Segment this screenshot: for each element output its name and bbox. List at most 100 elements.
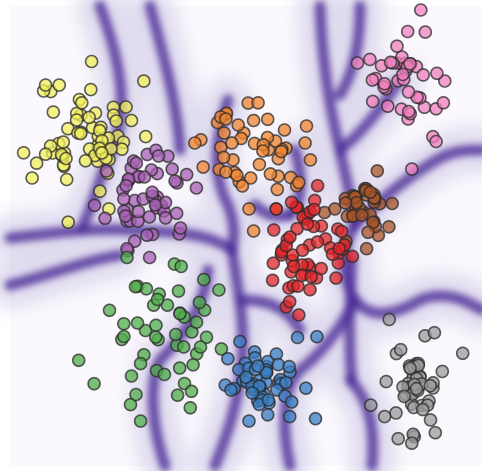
point-series-2-36 [216,150,231,165]
point-series-3-10 [365,94,380,109]
point-series-2-18 [277,123,292,137]
point-series-1-46 [145,185,159,200]
point-series-0-18 [46,105,61,119]
point-series-1-42 [140,228,154,242]
point-series-6-45 [120,250,134,265]
point-series-7-11 [290,330,305,345]
point-series-0-61 [93,184,107,198]
point-series-7-52 [242,414,256,428]
data-points [16,3,470,451]
point-series-2-25 [274,144,289,159]
point-series-7-47 [284,395,299,409]
point-series-0-45 [138,129,153,144]
point-series-5-49 [332,241,347,256]
point-series-0-37 [73,126,88,141]
point-series-0-53 [95,146,109,160]
point-series-5-19 [265,273,280,288]
point-series-3-21 [416,68,431,82]
point-series-5-39 [334,224,349,239]
point-series-2-20 [196,160,210,174]
point-series-7-48 [282,359,296,374]
point-series-2-39 [260,112,275,127]
point-series-6-13 [160,298,175,313]
point-series-7-37 [221,351,235,366]
point-series-0-15 [119,100,133,114]
point-series-1-33 [158,211,173,225]
point-series-6-9 [189,315,204,330]
point-series-8-47 [404,436,419,451]
boundary-line-14 [236,294,306,336]
point-series-5-52 [304,269,319,284]
point-series-0-43 [29,156,44,170]
point-series-8-24 [435,364,450,379]
point-series-1-21 [142,210,157,224]
point-series-6-41 [170,388,185,403]
point-series-2-33 [263,167,278,181]
point-series-8-29 [423,413,438,427]
point-series-5-54 [286,259,301,274]
point-series-3-35 [401,104,416,119]
point-series-7-49 [245,386,259,400]
point-series-5-24 [266,256,281,271]
point-series-4-26 [370,164,385,178]
point-series-7-24 [279,375,293,390]
point-series-3-39 [400,24,415,39]
point-series-8-31 [363,398,378,413]
point-series-8-45 [382,312,397,327]
point-series-2-43 [235,179,250,193]
point-series-6-33 [186,357,200,372]
point-series-2-40 [188,136,202,150]
point-series-6-37 [157,367,172,382]
point-series-2-46 [246,113,261,128]
point-series-5-55 [269,202,284,216]
point-series-2-12 [219,112,233,126]
point-series-5-17 [345,249,360,264]
boundary-line-16 [334,74,406,156]
point-series-5-43 [314,261,329,276]
point-series-8-40 [397,389,412,404]
point-series-4-33 [354,208,369,222]
point-series-6-29 [150,292,165,307]
point-series-6-30 [128,279,143,294]
point-series-2-50 [246,224,261,238]
point-series-2-30 [225,136,239,150]
point-series-6-22 [214,342,229,356]
point-series-1-10 [98,211,112,226]
point-series-4-31 [363,185,378,199]
point-series-8-35 [393,342,408,357]
point-series-0-17 [59,172,74,187]
point-series-1-41 [173,221,188,235]
point-series-3-2 [430,66,444,81]
point-series-6-15 [199,330,214,345]
boundary-line-3 [4,249,126,291]
point-series-6-43 [168,327,183,342]
point-series-6-28 [149,318,163,333]
point-series-3-43 [436,96,451,110]
point-series-8-38 [415,402,430,417]
point-series-7-53 [224,383,238,397]
point-series-1-47 [119,178,133,193]
point-series-6-25 [123,397,138,412]
point-series-2-34 [270,182,285,197]
point-series-7-51 [282,409,297,424]
point-series-6-38 [87,376,101,391]
point-series-4-22 [338,196,353,210]
point-series-0-55 [38,78,53,92]
point-series-6-36 [124,369,139,383]
point-series-3-34 [403,56,417,71]
point-series-6-46 [197,272,211,287]
point-series-2-38 [219,165,233,179]
point-series-6-23 [102,303,117,318]
point-series-3-42 [350,56,365,70]
boundary-line-15 [249,199,296,222]
point-series-3-29 [395,67,410,82]
point-series-0-50 [78,154,93,168]
point-series-5-22 [310,235,325,249]
point-series-7-43 [271,357,286,372]
point-series-4-32 [361,225,375,240]
point-series-2-21 [217,126,231,140]
point-series-6-3 [172,361,187,375]
boundary-line-17 [334,0,366,101]
point-series-8-37 [389,406,403,420]
point-series-1-34 [117,192,131,206]
